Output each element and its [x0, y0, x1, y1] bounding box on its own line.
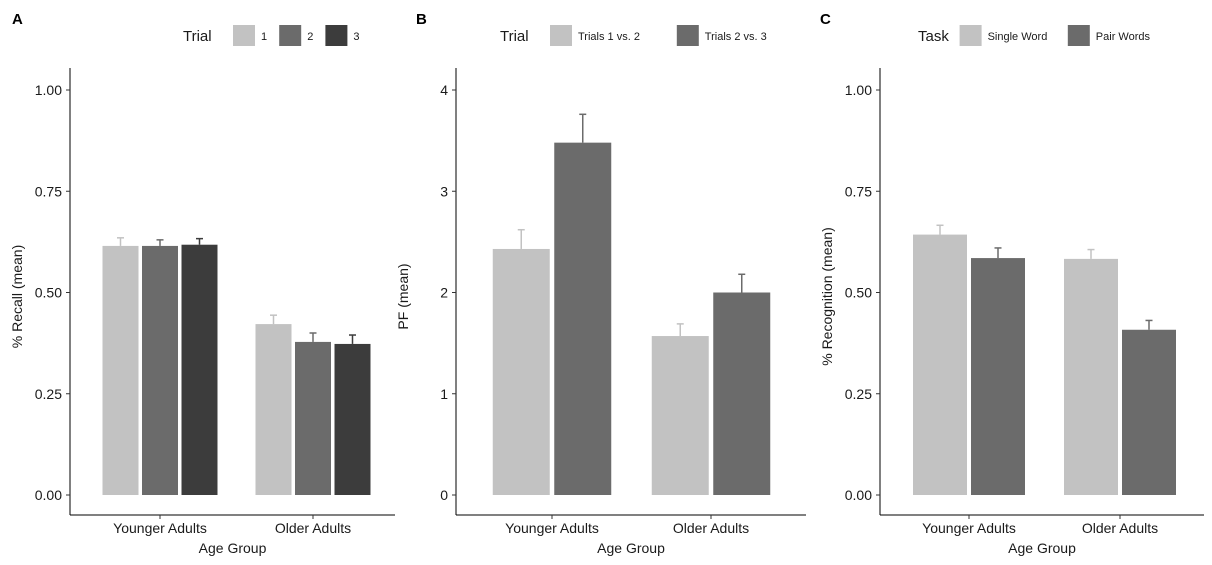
bar — [181, 244, 218, 495]
legend-title: Trial — [183, 28, 212, 45]
panel-b: B Trial Trials 1 vs. 2 Trials 2 vs. 3 0 1 2 3 4 P… — [395, 11, 806, 556]
x-tick-label: Older Adults — [275, 520, 351, 536]
legend-entry: Trials 2 vs. 3 — [705, 31, 767, 43]
panel-c: C Task Single Word Pair Words 0.00 0.25 0.50 0.… — [819, 11, 1204, 556]
legend-swatch — [676, 25, 699, 46]
legend-entry: 1 — [261, 31, 267, 43]
panel-a: A Trial 1 2 3 0.00 0.25 0.50 0.75 1.00 % Recall (m… — [9, 11, 395, 556]
legend-swatch — [279, 25, 302, 46]
panel-label: A — [12, 11, 23, 28]
y-tick-label: 0.25 — [845, 386, 872, 402]
legend-swatch — [550, 25, 572, 46]
bar — [142, 245, 178, 495]
bar — [1064, 258, 1118, 495]
legend-entry: Trials 1 vs. 2 — [578, 31, 640, 43]
y-tick-label: 1.00 — [35, 82, 62, 98]
panel-label: B — [416, 11, 427, 28]
legend: Trial Trials 1 vs. 2 Trials 2 vs. 3 — [500, 25, 767, 46]
bar — [334, 343, 371, 495]
bar — [295, 341, 331, 495]
x-tick-label: Younger Adults — [922, 520, 1016, 536]
y-axis-label: % Recognition (mean) — [819, 227, 835, 366]
legend-title: Trial — [500, 28, 529, 45]
y-tick-label: 0.25 — [35, 386, 62, 402]
y-axis-label: PF (mean) — [395, 263, 411, 329]
legend: Task Single Word Pair Words — [918, 25, 1150, 46]
y-tick-label: 0.75 — [845, 183, 872, 199]
bar — [913, 234, 967, 495]
legend-swatch — [233, 25, 255, 46]
x-tick-label: Older Adults — [1082, 520, 1158, 536]
legend-swatch — [325, 25, 348, 46]
legend-swatch — [1067, 25, 1090, 46]
y-tick-label: 0.50 — [845, 285, 872, 301]
y-tick-label: 0.00 — [845, 487, 872, 503]
x-tick-label: Older Adults — [673, 520, 749, 536]
x-tick-label: Younger Adults — [505, 520, 599, 536]
y-axis-label: % Recall (mean) — [9, 245, 25, 348]
x-axis-label: Age Group — [597, 540, 665, 556]
legend-entry: 3 — [353, 31, 359, 43]
legend-title: Task — [918, 28, 949, 45]
y-tick-label: 2 — [440, 285, 448, 301]
y-tick-label: 1.00 — [845, 82, 872, 98]
y-tick-label: 0.00 — [35, 487, 62, 503]
legend: Trial 1 2 3 — [183, 25, 360, 46]
bar — [102, 245, 139, 495]
bar — [713, 292, 771, 495]
x-tick-label: Younger Adults — [113, 520, 207, 536]
legend-entry: 2 — [307, 31, 313, 43]
bar — [492, 248, 550, 495]
x-axis-label: Age Group — [1008, 540, 1076, 556]
y-tick-label: 0 — [440, 487, 448, 503]
legend-entry: Single Word — [988, 31, 1048, 43]
panel-label: C — [820, 11, 831, 28]
y-tick-label: 1 — [440, 386, 448, 402]
bar — [1122, 329, 1176, 495]
bar — [651, 336, 709, 495]
bar — [255, 324, 292, 495]
legend-entry: Pair Words — [1096, 31, 1151, 43]
y-tick-label: 3 — [440, 183, 448, 199]
y-tick-label: 0.50 — [35, 285, 62, 301]
bar — [971, 258, 1025, 495]
y-tick-label: 4 — [440, 82, 448, 98]
y-tick-label: 0.75 — [35, 183, 62, 199]
bar — [554, 142, 612, 495]
x-axis-label: Age Group — [199, 540, 267, 556]
legend-swatch — [959, 25, 982, 46]
